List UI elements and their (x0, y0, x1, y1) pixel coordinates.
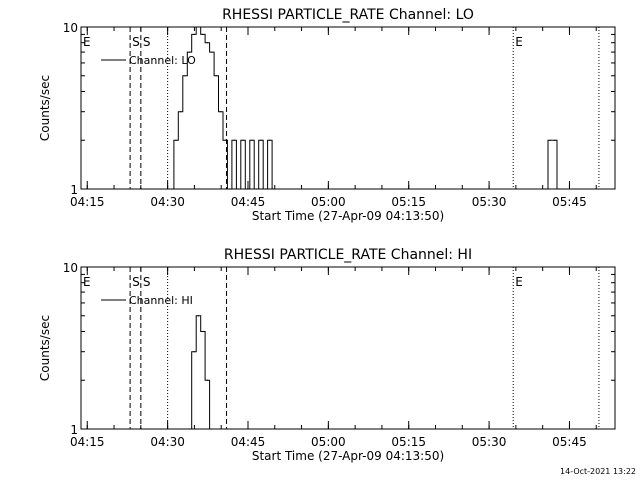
data-point (558, 188, 560, 190)
data-point (211, 428, 213, 430)
x-tick-label: 04:45 (231, 435, 266, 449)
y-axis-label: Counts/sec (38, 75, 52, 141)
y-tick-label: 10 (63, 21, 78, 35)
x-axis-label: Start Time (27-Apr-09 04:13:50) (252, 449, 444, 463)
data-point (260, 139, 262, 141)
y-tick-label: 10 (63, 261, 78, 275)
chart-title: RHESSI PARTICLE_RATE Channel: LO (222, 7, 474, 23)
x-tick-label: 04:45 (231, 195, 266, 209)
x-tick-label: 05:00 (311, 195, 346, 209)
x-tick-label: 04:30 (150, 435, 185, 449)
data-point (554, 139, 556, 141)
event-marker-label: E (83, 35, 91, 49)
x-tick-label: 05:15 (391, 435, 426, 449)
chart-panel-lo: RHESSI PARTICLE_RATE Channel: LO 1 10 04:15… (38, 7, 616, 223)
event-marker-label: E (83, 275, 91, 289)
data-point (188, 428, 191, 430)
data-point (242, 139, 244, 141)
event-marker-label: S (143, 35, 151, 49)
x-tick-label: 05:00 (311, 435, 346, 449)
x-tick-label: 05:45 (552, 435, 587, 449)
data-point (269, 139, 271, 141)
data-point (188, 51, 191, 53)
data-series-line (187, 315, 215, 430)
data-point (202, 33, 204, 36)
data-point (180, 111, 182, 113)
data-point (251, 139, 253, 141)
data-point (273, 188, 275, 190)
data-point (264, 188, 266, 190)
data-point (215, 75, 217, 77)
x-tick-label: 04:30 (150, 195, 185, 209)
data-point (220, 111, 222, 113)
y-tick-label: 1 (70, 183, 78, 197)
event-marker-label: E (515, 35, 523, 49)
x-tick-label: 05:15 (391, 195, 426, 209)
event-marker-label: E (515, 275, 523, 289)
data-point (193, 351, 195, 353)
legend-label: Channel: LO (129, 54, 196, 67)
x-axis-label: Start Time (27-Apr-09 04:13:50) (252, 209, 444, 223)
data-point (224, 139, 226, 141)
plot-frame (80, 26, 616, 190)
data-point (193, 33, 195, 36)
data-point (197, 26, 199, 28)
chart-title: RHESSI PARTICLE_RATE Channel: HI (224, 247, 472, 263)
y-axis-label: Counts/sec (38, 315, 52, 381)
data-point (206, 42, 208, 44)
data-point (238, 188, 240, 190)
y-tick-label: 1 (70, 423, 78, 437)
plot-frame (80, 266, 616, 430)
data-point (206, 379, 208, 381)
event-marker-label: S (132, 275, 140, 289)
data-point (549, 139, 551, 141)
x-tick-label: 04:15 (70, 195, 105, 209)
data-point (197, 315, 199, 317)
data-point (545, 188, 547, 190)
data-series-line (169, 26, 562, 190)
x-tick-label: 04:15 (70, 435, 105, 449)
data-point (175, 139, 177, 141)
footer-timestamp: 14-Oct-2021 13:22 (560, 467, 636, 476)
legend-label: Channel: HI (129, 294, 193, 307)
data-point (246, 188, 249, 190)
data-point (211, 51, 213, 53)
event-marker-label: S (132, 35, 140, 49)
chart-panel-hi: RHESSI PARTICLE_RATE Channel: HI 1 10 04:15… (38, 247, 616, 463)
data-point (233, 139, 235, 141)
event-marker-label: S (143, 275, 151, 289)
x-tick-label: 05:30 (472, 435, 507, 449)
data-point (255, 188, 258, 190)
data-point (229, 188, 231, 190)
x-tick-label: 05:45 (552, 195, 587, 209)
data-point (171, 188, 173, 190)
data-point (184, 75, 186, 77)
data-point (202, 330, 204, 333)
x-tick-label: 05:30 (472, 195, 507, 209)
